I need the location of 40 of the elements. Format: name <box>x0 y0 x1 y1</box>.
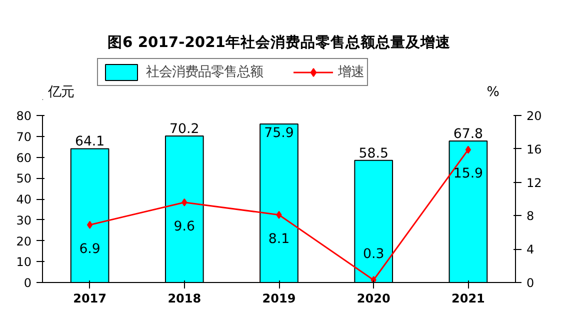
y-tick-label: 30 <box>16 213 32 228</box>
x-tick-label: 2017 <box>73 292 107 306</box>
y2-tick-label: 8 <box>526 209 534 224</box>
x-tick-label: 2021 <box>452 292 485 306</box>
data-label: 70.2 <box>170 122 200 137</box>
y-tick-label: 70 <box>16 130 32 144</box>
y2-tick-label: 20 <box>526 109 542 123</box>
legend-label: 增速 <box>338 64 364 81</box>
y-tick-label: 50 <box>16 172 32 186</box>
y-tick-label: 20 <box>16 234 32 248</box>
data-label: 0.3 <box>363 246 384 262</box>
y-tick-label: 80 <box>16 109 32 123</box>
y2-tick-label: 0 <box>526 276 534 290</box>
x-tick-label: 2019 <box>262 292 296 306</box>
point <box>276 210 282 219</box>
data-label: 8.1 <box>268 232 290 247</box>
point <box>370 276 376 282</box>
point <box>465 146 472 154</box>
y-tick-label: 60 <box>16 150 32 165</box>
legend-label: 社会消费品零售总额 <box>146 64 263 81</box>
x-tick-label: 2020 <box>356 292 390 306</box>
chart-title: 图6 2017-2021年社会消费品零售总额总量及增速 <box>108 33 452 51</box>
y-axis-title: 亿元 <box>46 85 74 100</box>
x-tick-label: 2018 <box>168 292 202 306</box>
data-label: 9.6 <box>174 219 196 234</box>
y2-tick-label: 4 <box>526 242 534 257</box>
data-label: 58.5 <box>358 146 388 162</box>
data-label: 15.9 <box>453 166 484 182</box>
y2-tick-label: 16 <box>526 142 542 156</box>
data-label: 67.8 <box>453 126 484 142</box>
point <box>86 220 93 229</box>
y2-tick-label: 12 <box>526 176 542 190</box>
y-tick-label: 40 <box>16 192 32 206</box>
y-tick-label: 10 <box>16 255 32 270</box>
point <box>182 198 188 206</box>
data-label: 6.9 <box>79 242 100 257</box>
y-tick-label: 0 <box>24 276 32 290</box>
data-label: 75.9 <box>264 126 294 142</box>
y2-axis-title: % <box>486 85 500 100</box>
data-label: 64.1 <box>74 134 105 150</box>
